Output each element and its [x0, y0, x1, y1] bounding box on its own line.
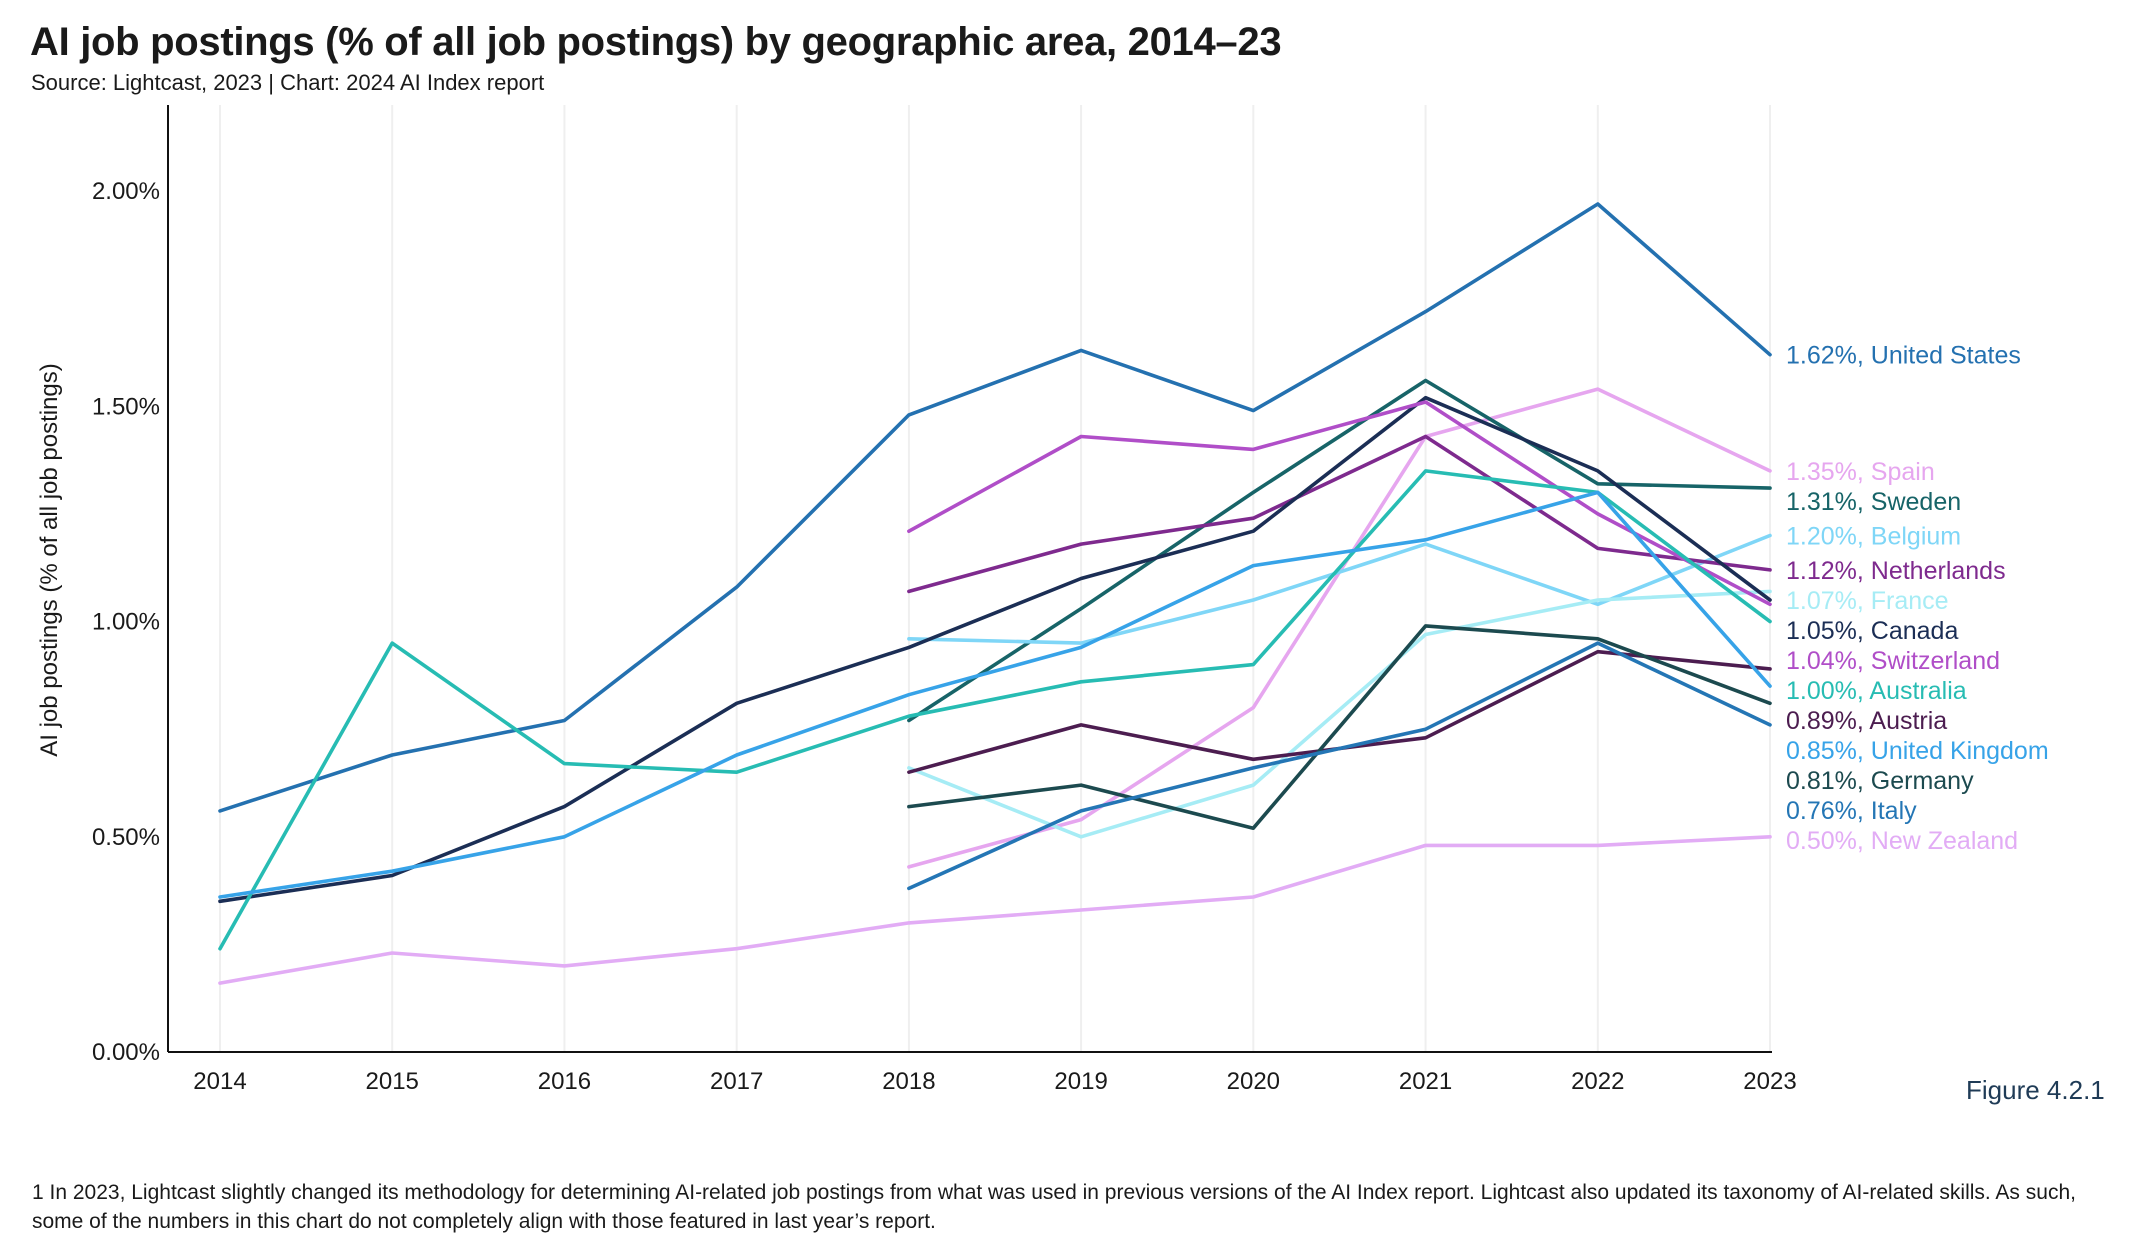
y-tick-label: 1.50%	[92, 393, 160, 420]
end-label-austria: 0.89%, Austria	[1786, 707, 1947, 735]
end-label-sweden: 1.31%, Sweden	[1786, 488, 1961, 516]
series-line-australia	[218, 469, 1772, 951]
end-label-belgium: 1.20%, Belgium	[1786, 522, 1961, 550]
series-line-germany	[907, 624, 1772, 831]
end-label-netherlands: 1.12%, Netherlands	[1786, 557, 2006, 585]
end-label-australia: 1.00%, Australia	[1786, 677, 1967, 705]
end-label-germany: 0.81%, Germany	[1786, 767, 1974, 795]
chart-grid	[219, 105, 1771, 1052]
series-line-italy	[907, 641, 1772, 891]
end-label-france: 1.07%, France	[1786, 587, 1949, 615]
end-label-spain: 1.35%, Spain	[1786, 458, 1935, 486]
end-label-united-kingdom: 0.85%, United Kingdom	[1786, 737, 2049, 765]
y-tick-label: 2.00%	[92, 178, 160, 205]
series-line-united-kingdom	[218, 490, 1772, 899]
series-line-france	[907, 589, 1772, 839]
end-label-switzerland: 1.04%, Switzerland	[1786, 647, 2000, 675]
series-line-switzerland	[907, 400, 1772, 607]
chart-series	[218, 202, 1772, 985]
series-line-sweden	[907, 378, 1772, 723]
y-tick-label: 1.00%	[92, 609, 160, 636]
end-label-italy: 0.76%, Italy	[1786, 797, 1917, 825]
series-line-new-zealand	[218, 834, 1772, 985]
x-tick-label: 2021	[1399, 1068, 1452, 1095]
x-tick-label: 2017	[710, 1068, 763, 1095]
end-label-united-states: 1.62%, United States	[1786, 342, 2021, 370]
series-line-canada	[218, 395, 1772, 904]
x-tick-label: 2018	[882, 1068, 935, 1095]
chart-title: AI job postings (% of all job postings) …	[30, 20, 1282, 64]
series-line-netherlands	[907, 434, 1772, 594]
series-line-belgium	[907, 533, 1772, 645]
x-tick-label: 2016	[538, 1068, 591, 1095]
footnote: 1 In 2023, Lightcast slightly changed it…	[32, 1181, 2076, 1233]
x-tick-label: 2022	[1571, 1068, 1624, 1095]
y-axis-label: AI job postings (% of all job postings)	[36, 363, 63, 757]
end-label-canada: 1.05%, Canada	[1786, 617, 1958, 645]
x-tick-label: 2014	[193, 1068, 246, 1095]
x-tick-label: 2020	[1227, 1068, 1280, 1095]
series-line-united-states	[218, 202, 1772, 813]
x-tick-label: 2023	[1743, 1068, 1796, 1095]
x-tick-label: 2015	[366, 1068, 419, 1095]
chart-axes: 0.00% 0.50% 1.00% 1.50% 2.00% 2014 2015 2016 201…	[92, 105, 1797, 1095]
y-tick-label: 0.50%	[92, 824, 160, 851]
figure-label: Figure 4.2.1	[1966, 1075, 2105, 1105]
chart-subtitle: Source: Lightcast, 2023 | Chart: 2024 AI…	[31, 70, 545, 95]
end-label-new-zealand: 0.50%, New Zealand	[1786, 827, 2018, 855]
y-tick-label: 0.00%	[92, 1039, 160, 1066]
x-tick-label: 2019	[1054, 1068, 1107, 1095]
